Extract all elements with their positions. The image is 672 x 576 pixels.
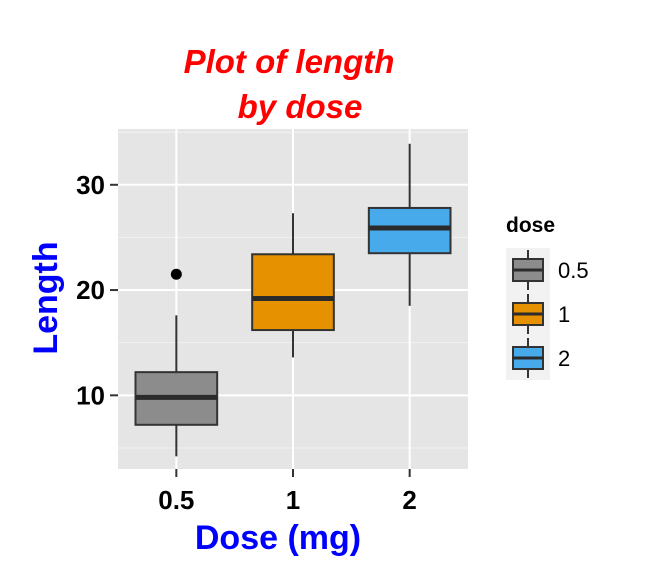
chart-title-line-1: Plot of length <box>184 43 395 80</box>
y-axis-title: Length <box>27 241 65 354</box>
x-tick-label: 1 <box>286 485 300 515</box>
legend-label: 1 <box>558 302 570 327</box>
legend-item-1: 1 <box>506 292 570 336</box>
box-body <box>367 206 452 255</box>
legend-item-2: 2 <box>506 336 570 380</box>
x-axis-ticks: 0.5 1 2 <box>158 469 417 515</box>
x-axis-title: Dose (mg) <box>195 519 361 557</box>
y-tick-label: 10 <box>76 380 105 410</box>
legend-label: 0.5 <box>558 258 589 283</box>
box-body <box>251 253 335 332</box>
x-tick-label: 2 <box>402 485 416 515</box>
legend-label: 2 <box>558 346 570 371</box>
box-group-0.5 <box>134 268 219 457</box>
box-group-2 <box>367 143 452 306</box>
legend-item-0.5: 0.5 <box>506 248 589 292</box>
chart-title-line-2: by dose <box>238 88 363 125</box>
box-group-1 <box>251 213 335 358</box>
x-tick-label: 0.5 <box>158 485 194 515</box>
y-tick-label: 30 <box>76 170 105 200</box>
y-axis-ticks: 10 20 30 <box>76 170 118 410</box>
outlier-point <box>170 268 182 280</box>
y-tick-label: 20 <box>76 275 105 305</box>
legend-title: dose <box>506 214 555 237</box>
boxplot-series <box>134 143 452 457</box>
